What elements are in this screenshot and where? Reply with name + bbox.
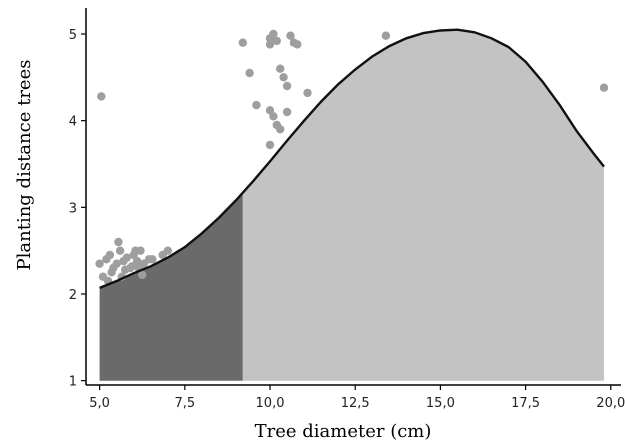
axes xyxy=(85,8,621,386)
scatter-point xyxy=(138,270,147,280)
x-tick-label: 7,5 xyxy=(174,396,195,411)
scatter-point xyxy=(269,29,278,39)
scatter-point xyxy=(599,83,609,92)
scatter-point xyxy=(121,265,130,274)
scatter-point xyxy=(282,107,292,117)
shaded-region-2 xyxy=(242,29,605,381)
x-tick-label: 5,0 xyxy=(89,396,110,411)
scatter-point xyxy=(163,246,172,255)
scatter-point xyxy=(303,88,312,98)
scatter-point xyxy=(127,262,137,271)
y-axis-title: Planting distance trees xyxy=(14,60,35,271)
scatter-point xyxy=(97,92,106,101)
scatter-point xyxy=(286,31,295,40)
fitted-curve-line xyxy=(99,28,605,290)
scatter-point xyxy=(148,255,157,264)
scatter-point xyxy=(107,268,116,277)
scatter-point xyxy=(265,40,275,49)
scatter-point xyxy=(115,246,125,255)
scatter-point xyxy=(245,68,254,78)
scatter-point xyxy=(238,38,247,47)
scatter-point xyxy=(276,125,285,134)
scatter-point xyxy=(269,112,278,121)
y-tick-label: 2 xyxy=(69,288,77,303)
scatter-point xyxy=(279,73,288,82)
shaded-region-1 xyxy=(99,192,243,381)
x-tick-label: 10,0 xyxy=(256,396,285,411)
y-tick-label: 5 xyxy=(69,28,77,43)
scatter-point xyxy=(105,250,115,260)
x-tick-label: 12,5 xyxy=(341,396,370,411)
scatter-point xyxy=(276,64,285,73)
scatter-point xyxy=(265,140,275,150)
x-tick-label: 15,0 xyxy=(426,396,455,411)
shaded-areas xyxy=(99,29,605,381)
y-tick-label: 3 xyxy=(69,201,77,216)
scatter-point xyxy=(272,36,281,46)
scatter-point xyxy=(293,40,302,49)
scatter-point xyxy=(95,259,104,268)
y-tick-label: 1 xyxy=(69,375,77,390)
y-tick-label: 4 xyxy=(69,115,77,130)
scatter-point xyxy=(252,100,261,110)
scatter-point xyxy=(132,256,142,266)
ticks: 5,0 7,5 10,0 12,5 15,0 17,5 20,0 1 2 3 4 5 xyxy=(69,28,625,411)
scatter-point xyxy=(282,81,292,91)
scatter-point xyxy=(381,31,391,40)
scatter-point xyxy=(112,259,121,268)
scatter-point xyxy=(114,237,123,247)
scatter-point xyxy=(122,253,132,262)
x-tick-label: 20,0 xyxy=(596,396,625,411)
x-tick-label: 17,5 xyxy=(511,396,540,411)
scatter-point xyxy=(131,246,140,255)
x-axis-title: Tree diameter (cm) xyxy=(255,421,432,441)
